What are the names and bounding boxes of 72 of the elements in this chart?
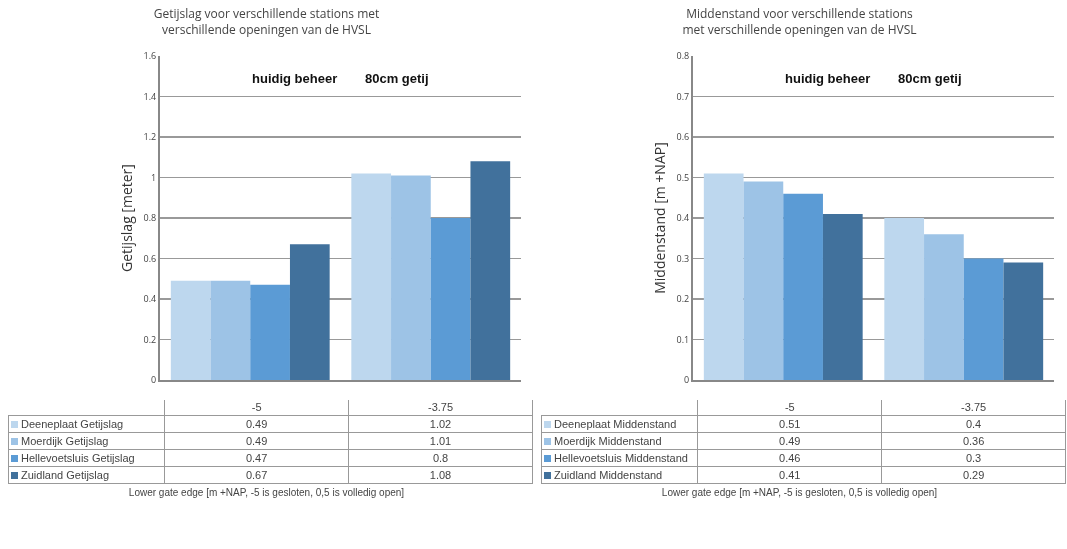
y-tick-label: 0.8 <box>676 49 690 63</box>
data-label: 0.49 <box>164 415 349 433</box>
chart-title: Getijslag voor verschillende stations met verschillende openingen van de HVSL <box>153 5 380 38</box>
data-label: 1.01 <box>348 432 533 450</box>
x-tick-label: -5 <box>697 398 882 416</box>
data-label: 0.49 <box>164 432 349 450</box>
data-label: 0.67 <box>164 466 349 484</box>
y-tick-label: 0.4 <box>676 211 690 225</box>
bar <box>351 173 392 380</box>
legend-label: Hellevoetsluis Getijslag <box>21 452 135 464</box>
bar <box>470 161 511 380</box>
y-tick-label: 0.2 <box>143 332 157 346</box>
data-label: 1.08 <box>348 466 533 484</box>
data-label: 0.41 <box>697 466 882 484</box>
bar <box>250 284 290 380</box>
y-tick-label: 0 <box>684 373 690 387</box>
legend-label: Zuidland Getijslag <box>21 469 110 481</box>
bar <box>289 244 330 380</box>
data-label: 0.4 <box>881 415 1066 433</box>
legend-label: Moerdijk Middenstand <box>554 435 662 447</box>
y-tick-label: 1.2 <box>143 130 157 144</box>
bar <box>391 175 431 380</box>
data-label: 0.47 <box>164 449 349 467</box>
y-tick-label: 0.7 <box>676 89 690 103</box>
data-label: 0.46 <box>697 449 882 467</box>
legend-label: Hellevoetsluis Middenstand <box>554 452 688 464</box>
legend-label: Deeneplaat Middenstand <box>554 418 677 430</box>
data-label: 0.36 <box>881 432 1066 450</box>
bar <box>924 234 964 380</box>
bar <box>1003 262 1044 380</box>
annotation: huidig beheer <box>785 71 871 86</box>
chart-title: Middenstand voor verschillende stations met verschillende openingen van de HVSL <box>682 5 917 38</box>
bar <box>822 213 863 380</box>
legend-label: Moerdijk Getijslag <box>21 435 109 447</box>
y-tick-label: 1 <box>151 170 157 184</box>
bar <box>210 280 251 380</box>
y-tick-label: 1.4 <box>143 89 157 103</box>
annotation: huidig beheer <box>252 71 338 86</box>
y-axis-title: Middenstand [m +NAP] <box>649 142 669 294</box>
y-tick-label: 0.6 <box>143 251 157 265</box>
bar <box>884 218 925 380</box>
y-tick-label: 0.6 <box>676 130 690 144</box>
y-tick-label: 0.2 <box>676 292 690 306</box>
legend-label: Deeneplaat Getijslag <box>21 418 124 430</box>
data-label: 0.51 <box>697 415 882 433</box>
legend-label: Zuidland Middenstand <box>554 469 663 481</box>
y-tick-label: 0.1 <box>676 332 690 346</box>
bar <box>703 173 744 380</box>
x-axis-title: Lower gate edge [m +NAP, -5 is gesloten, 0,5 is volledig open] <box>127 487 406 498</box>
y-tick-label: 0 <box>151 373 157 387</box>
annotation: 80cm getij <box>898 71 962 86</box>
y-axis-title: Getijslag [meter] <box>116 164 136 272</box>
bar <box>170 280 211 380</box>
bar <box>963 258 1004 380</box>
bar <box>783 193 823 380</box>
bar <box>430 218 471 380</box>
data-label: 0.49 <box>697 432 882 450</box>
data-label: 1.02 <box>348 415 533 433</box>
data-label: 0.29 <box>881 466 1066 484</box>
y-tick-label: 1.6 <box>143 49 157 63</box>
y-tick-label: 0.4 <box>143 292 157 306</box>
x-tick-label: -3.75 <box>881 398 1066 416</box>
bar <box>743 181 784 380</box>
y-tick-label: 0.8 <box>143 211 157 225</box>
data-label: 0.3 <box>881 449 1066 467</box>
annotation: 80cm getij <box>365 71 429 86</box>
data-label: 0.8 <box>348 449 533 467</box>
x-tick-label: -5 <box>164 398 349 416</box>
x-axis-title: Lower gate edge [m +NAP, -5 is gesloten, 0,5 is volledig open] <box>660 487 939 498</box>
y-tick-label: 0.5 <box>676 170 690 184</box>
x-tick-label: -3.75 <box>348 398 533 416</box>
y-tick-label: 0.3 <box>676 251 690 265</box>
